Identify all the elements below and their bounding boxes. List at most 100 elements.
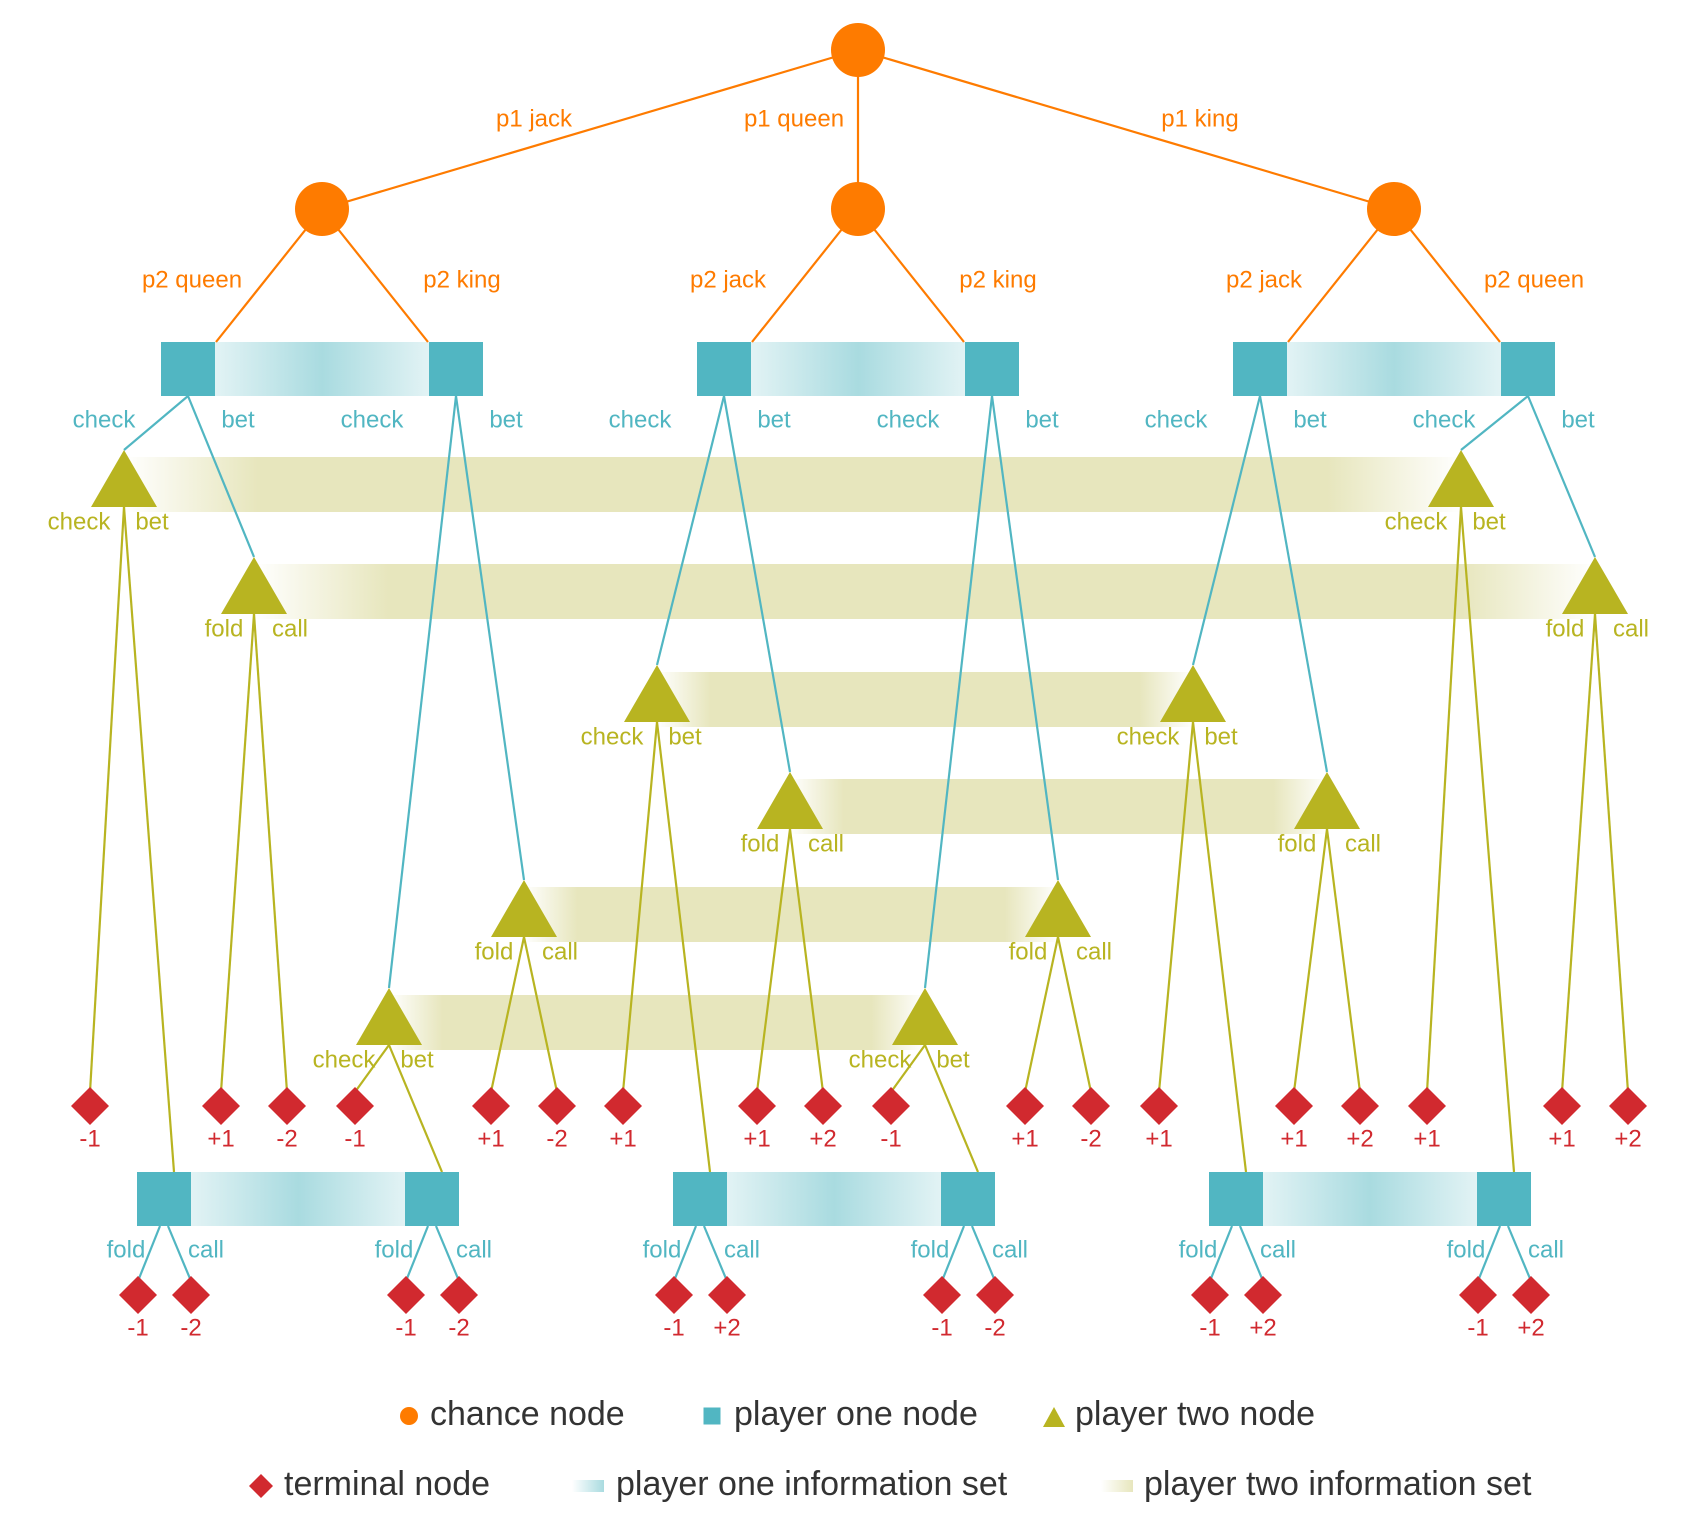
edge-p1-bet-1-0 [722, 395, 792, 773]
card-label-p2-1-1: p2 king [959, 266, 1036, 293]
payoff-bet-fold-2-0: +1 [1280, 1125, 1307, 1152]
p2-action-call-2-0: call [1345, 830, 1381, 857]
p2-action-fold-1-1: fold [1009, 938, 1048, 965]
p2-action-check-2-0: check [1117, 723, 1181, 750]
player-one-node-2-0 [1233, 342, 1287, 396]
player-two-node-after-bet-0-0 [221, 557, 287, 614]
terminal-node-check-check-2-0 [1140, 1087, 1178, 1125]
payoff-bet-call-1-0: +2 [809, 1125, 836, 1152]
p1-action-bet-1-0: bet [757, 406, 791, 433]
card-label-p2-0-1: p2 king [423, 266, 500, 293]
payoff-bet-call-2-1: +2 [1614, 1125, 1641, 1152]
edge-p2-call-0-1 [522, 936, 559, 1093]
terminal-node-check-check-1-1 [872, 1087, 910, 1125]
p2-action-check-1-0: check [581, 723, 645, 750]
p2-action-bet-2-1: bet [1472, 508, 1506, 535]
p1-bottom-action-call-2-1: call [1528, 1236, 1564, 1263]
terminal-node-bottom-call-0-1 [440, 1276, 478, 1314]
terminal-node-bet-fold-2-0 [1275, 1087, 1313, 1125]
p1-bottom-action-call-2-0: call [1260, 1236, 1296, 1263]
player-two-node-after-check-2-1 [1428, 450, 1494, 507]
terminal-node-bottom-fold-0-0 [119, 1276, 157, 1314]
legend-p2-infoset-label: player two information set [1144, 1465, 1532, 1503]
player-two-info-set-band-3 [790, 779, 1327, 834]
tree-labels: p1 jack p1 queen p1 king p2 queen p2 king che… [48, 105, 1649, 1341]
p2-action-fold-1-0: fold [741, 830, 780, 857]
p1-bottom-action-call-1-0: call [724, 1236, 760, 1263]
p1-bottom-action-fold-1-0: fold [643, 1236, 682, 1263]
edge-p1-call-2-0 [1238, 1225, 1265, 1282]
legend-terminal-label: terminal node [284, 1465, 490, 1503]
card-label-p1-0: p1 jack [496, 105, 573, 132]
legend-terminal-icon [249, 1474, 273, 1498]
terminal-node-bet-call-2-1 [1609, 1087, 1647, 1125]
edge-p1-check-0-0 [123, 395, 189, 451]
player-one-bottom-node-2-0 [1209, 1172, 1263, 1226]
p1-action-bet-2-1: bet [1561, 406, 1595, 433]
terminal-node-bet-call-2-0 [1341, 1087, 1379, 1125]
payoff-bottom-fold-0-0: -1 [127, 1314, 148, 1341]
player-two-info-set-band-4 [524, 887, 1058, 942]
player-two-info-set-band-5 [389, 995, 925, 1050]
payoff-check-check-0-1: -1 [344, 1125, 365, 1152]
edge-p2-call-2-1 [1593, 613, 1630, 1093]
payoff-check-check-2-0: +1 [1145, 1125, 1172, 1152]
p1-action-check-1-1: check [877, 406, 941, 433]
terminal-node-bet-call-0-0 [268, 1087, 306, 1125]
player-one-node-2-1 [1501, 342, 1555, 396]
terminal-node-bottom-fold-1-0 [655, 1276, 693, 1314]
player-two-info-set-band-1 [254, 564, 1595, 619]
terminal-node-bottom-fold-2-0 [1191, 1276, 1229, 1314]
player-two-info-set-band-0 [124, 457, 1461, 512]
tree-edges [88, 48, 1630, 1282]
edge-p1-fold-0-1 [404, 1225, 430, 1282]
p1-bottom-action-fold-0-1: fold [375, 1236, 414, 1263]
p1-bottom-action-call-0-1: call [456, 1236, 492, 1263]
p2-action-call-0-0: call [272, 615, 308, 642]
edge-p2-check-2-1 [1425, 506, 1463, 1093]
p2-action-call-2-1: call [1613, 615, 1649, 642]
card-label-p2-1-0: p2 jack [690, 266, 767, 293]
p1-bottom-action-fold-0-0: fold [107, 1236, 146, 1263]
edge-p1-fold-1-0 [672, 1225, 698, 1282]
player-two-node-after-check-0-1 [356, 988, 422, 1045]
edge-p1-check-1-0 [655, 395, 726, 666]
edge-p1-check-2-0 [1191, 395, 1262, 666]
p2-action-call-0-1: call [542, 938, 578, 965]
edge-p1-fold-2-1 [1476, 1225, 1502, 1282]
edge-p1-check-2-1 [1460, 395, 1529, 451]
edge-chance-2-left [1287, 208, 1395, 343]
p1-bottom-action-fold-2-0: fold [1179, 1236, 1218, 1263]
card-label-p1-1: p1 queen [744, 105, 844, 132]
edge-p2-fold-0-1 [489, 936, 526, 1093]
edge-root-to-chance-0 [321, 48, 859, 211]
p2-action-fold-2-0: fold [1278, 830, 1317, 857]
player-two-node-after-bet-1-1 [1025, 880, 1091, 937]
information-set-bands [124, 342, 1595, 1226]
edge-p1-call-0-0 [166, 1225, 193, 1282]
payoff-bet-fold-1-1: +1 [1011, 1125, 1038, 1152]
p1-action-check-2-1: check [1413, 406, 1477, 433]
player-two-node-after-bet-2-0 [1294, 772, 1360, 829]
edge-p2-call-2-0 [1325, 828, 1362, 1093]
edge-p1-check-1-1 [923, 395, 994, 989]
player-one-bottom-node-0-0 [137, 1172, 191, 1226]
player-one-bottom-node-1-1 [941, 1172, 995, 1226]
tree-nodes [71, 23, 1647, 1314]
player-two-node-after-bet-0-1 [491, 880, 557, 937]
payoff-bet-fold-0-1: +1 [477, 1125, 504, 1152]
card-label-p1-2: p1 king [1161, 105, 1238, 132]
player-two-node-after-bet-1-0 [757, 772, 823, 829]
p2-action-bet-0-0: bet [135, 508, 169, 535]
p1-action-check-1-0: check [609, 406, 673, 433]
card-label-p2-0-0: p2 queen [142, 266, 242, 293]
player-two-node-after-bet-2-1 [1562, 557, 1628, 614]
legend: chance node player one node player two nod… [249, 1395, 1532, 1503]
chance-node-root [831, 23, 885, 77]
p2-action-bet-1-0: bet [668, 723, 702, 750]
edge-p1-bet-2-1 [1526, 395, 1597, 558]
edge-p1-call-2-1 [1506, 1225, 1533, 1282]
edge-p2-bet-0-0 [122, 506, 176, 1173]
player-one-node-1-1 [965, 342, 1019, 396]
p1-action-check-0-1: check [341, 406, 405, 433]
